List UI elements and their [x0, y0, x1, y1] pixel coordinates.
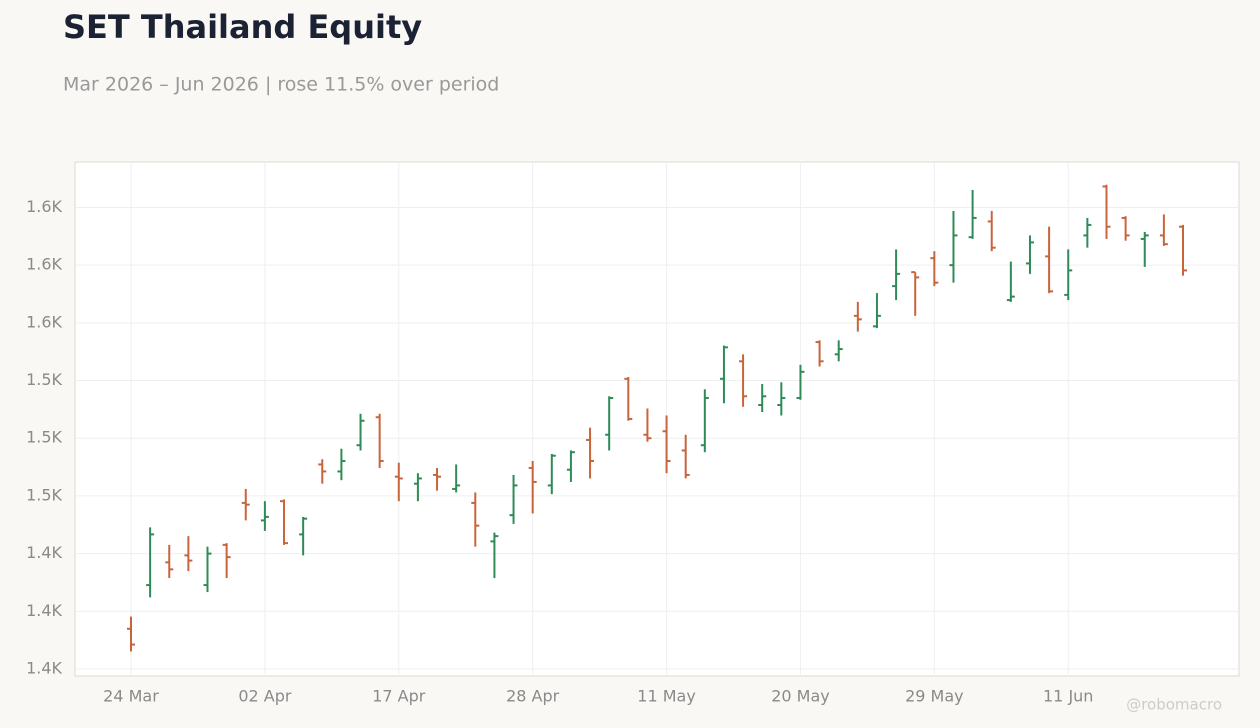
x-tick-label: 02 Apr	[238, 687, 292, 706]
x-tick-label: 29 May	[905, 687, 964, 706]
x-tick-label: 11 Jun	[1043, 687, 1093, 706]
y-tick-label: 1.5K	[26, 485, 62, 504]
x-tick-label: 20 May	[771, 687, 830, 706]
y-tick-label: 1.5K	[26, 428, 62, 447]
y-tick-label: 1.4K	[26, 659, 62, 678]
x-tick-label: 24 Mar	[103, 687, 159, 706]
chart-title: SET Thailand Equity	[63, 8, 422, 46]
x-tick-label: 11 May	[637, 687, 696, 706]
y-tick-label: 1.4K	[26, 543, 62, 562]
y-tick-label: 1.5K	[26, 370, 62, 389]
x-tick-label: 28 Apr	[506, 687, 560, 706]
chart-subtitle: Mar 2026 – Jun 2026 | rose 11.5% over pe…	[63, 74, 499, 96]
y-tick-label: 1.6K	[26, 255, 62, 274]
plot-area	[74, 161, 1240, 677]
y-tick-label: 1.6K	[26, 197, 62, 216]
x-tick-label: 17 Apr	[372, 687, 426, 706]
watermark: @robomacro	[1126, 696, 1222, 714]
y-tick-label: 1.4K	[26, 601, 62, 620]
y-tick-label: 1.6K	[26, 312, 62, 331]
